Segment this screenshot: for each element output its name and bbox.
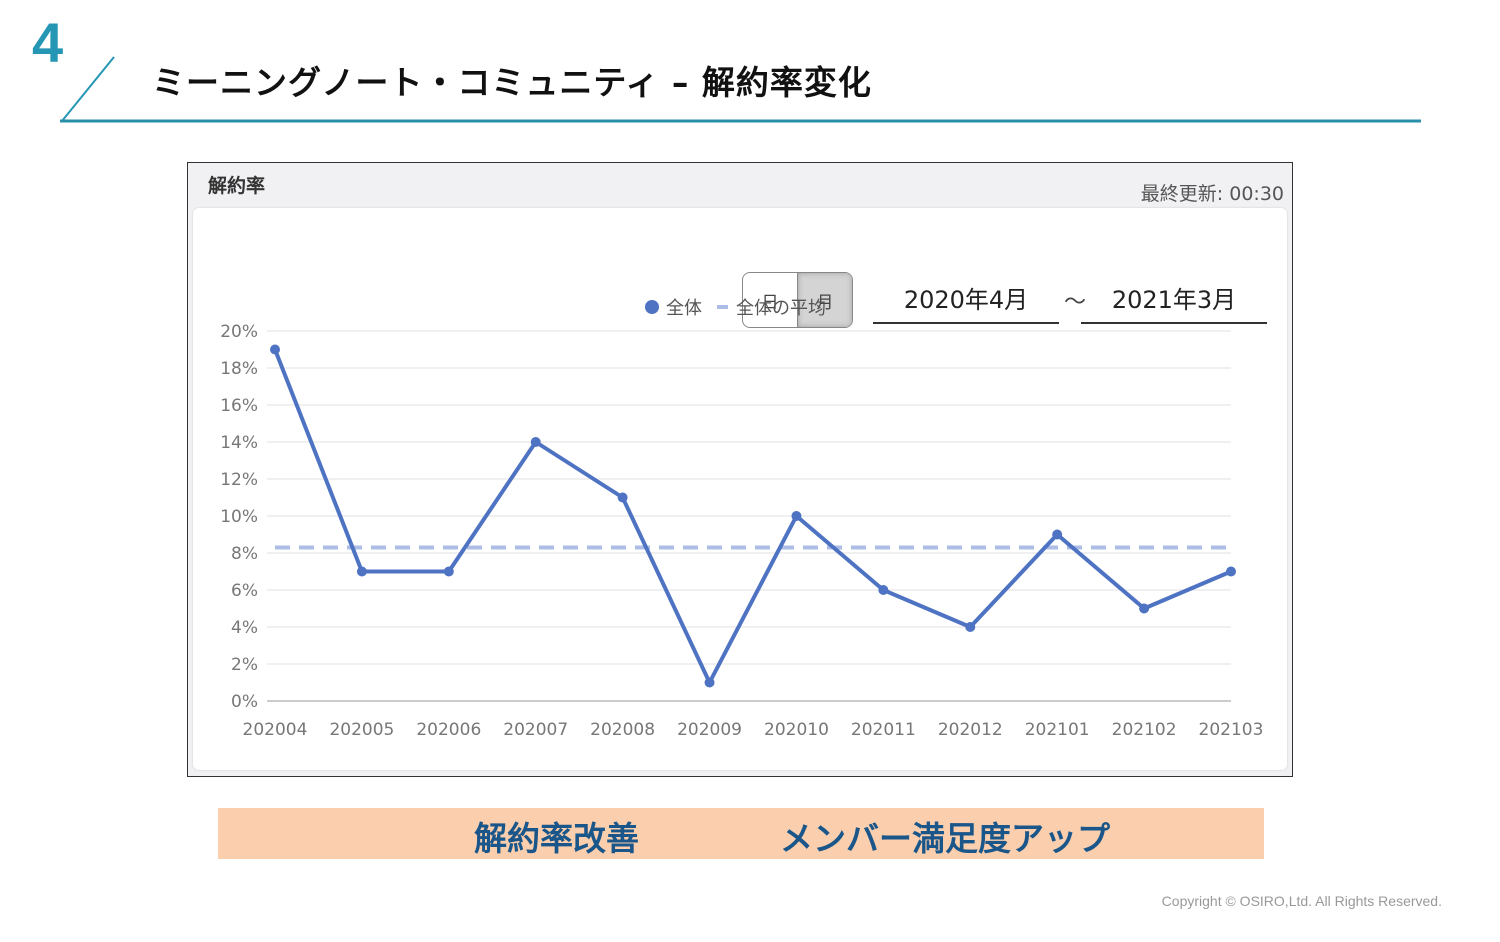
slide-title: ミーニングノート・コミュニティ – 解約率変化 [152,63,872,102]
date-to-field[interactable]: 2021年3月 [1081,278,1267,324]
date-from-field[interactable]: 2020年4月 [873,278,1059,324]
churn-rate-panel: 解約率 最終更新: 00:30 日 月 2020年4月 〜 2021年3月 [187,162,1293,777]
panel-title: 解約率 [208,175,266,197]
chart-card: 日 月 2020年4月 〜 2021年3月 [193,208,1287,770]
toggle-day-button[interactable]: 日 [761,292,779,313]
banner-churn-improvement: 解約率改善 [474,819,639,858]
copyright-notice: Copyright © OSIRO,Ltd. All Rights Reserv… [1161,893,1442,909]
summary-banner: 解約率改善 メンバー満足度アップ [218,808,1264,859]
header-slash [61,56,115,122]
period-toggle: 日 月 [742,272,853,328]
banner-member-satisfaction: メンバー満足度アップ [780,819,1110,858]
date-range-separator: 〜 [1064,290,1087,315]
toggle-month-button[interactable]: 月 [797,273,852,327]
last-updated-label: 最終更新: 00:30 [1140,183,1284,205]
header-underline [60,56,1421,123]
slide-number: 4 [32,11,64,74]
